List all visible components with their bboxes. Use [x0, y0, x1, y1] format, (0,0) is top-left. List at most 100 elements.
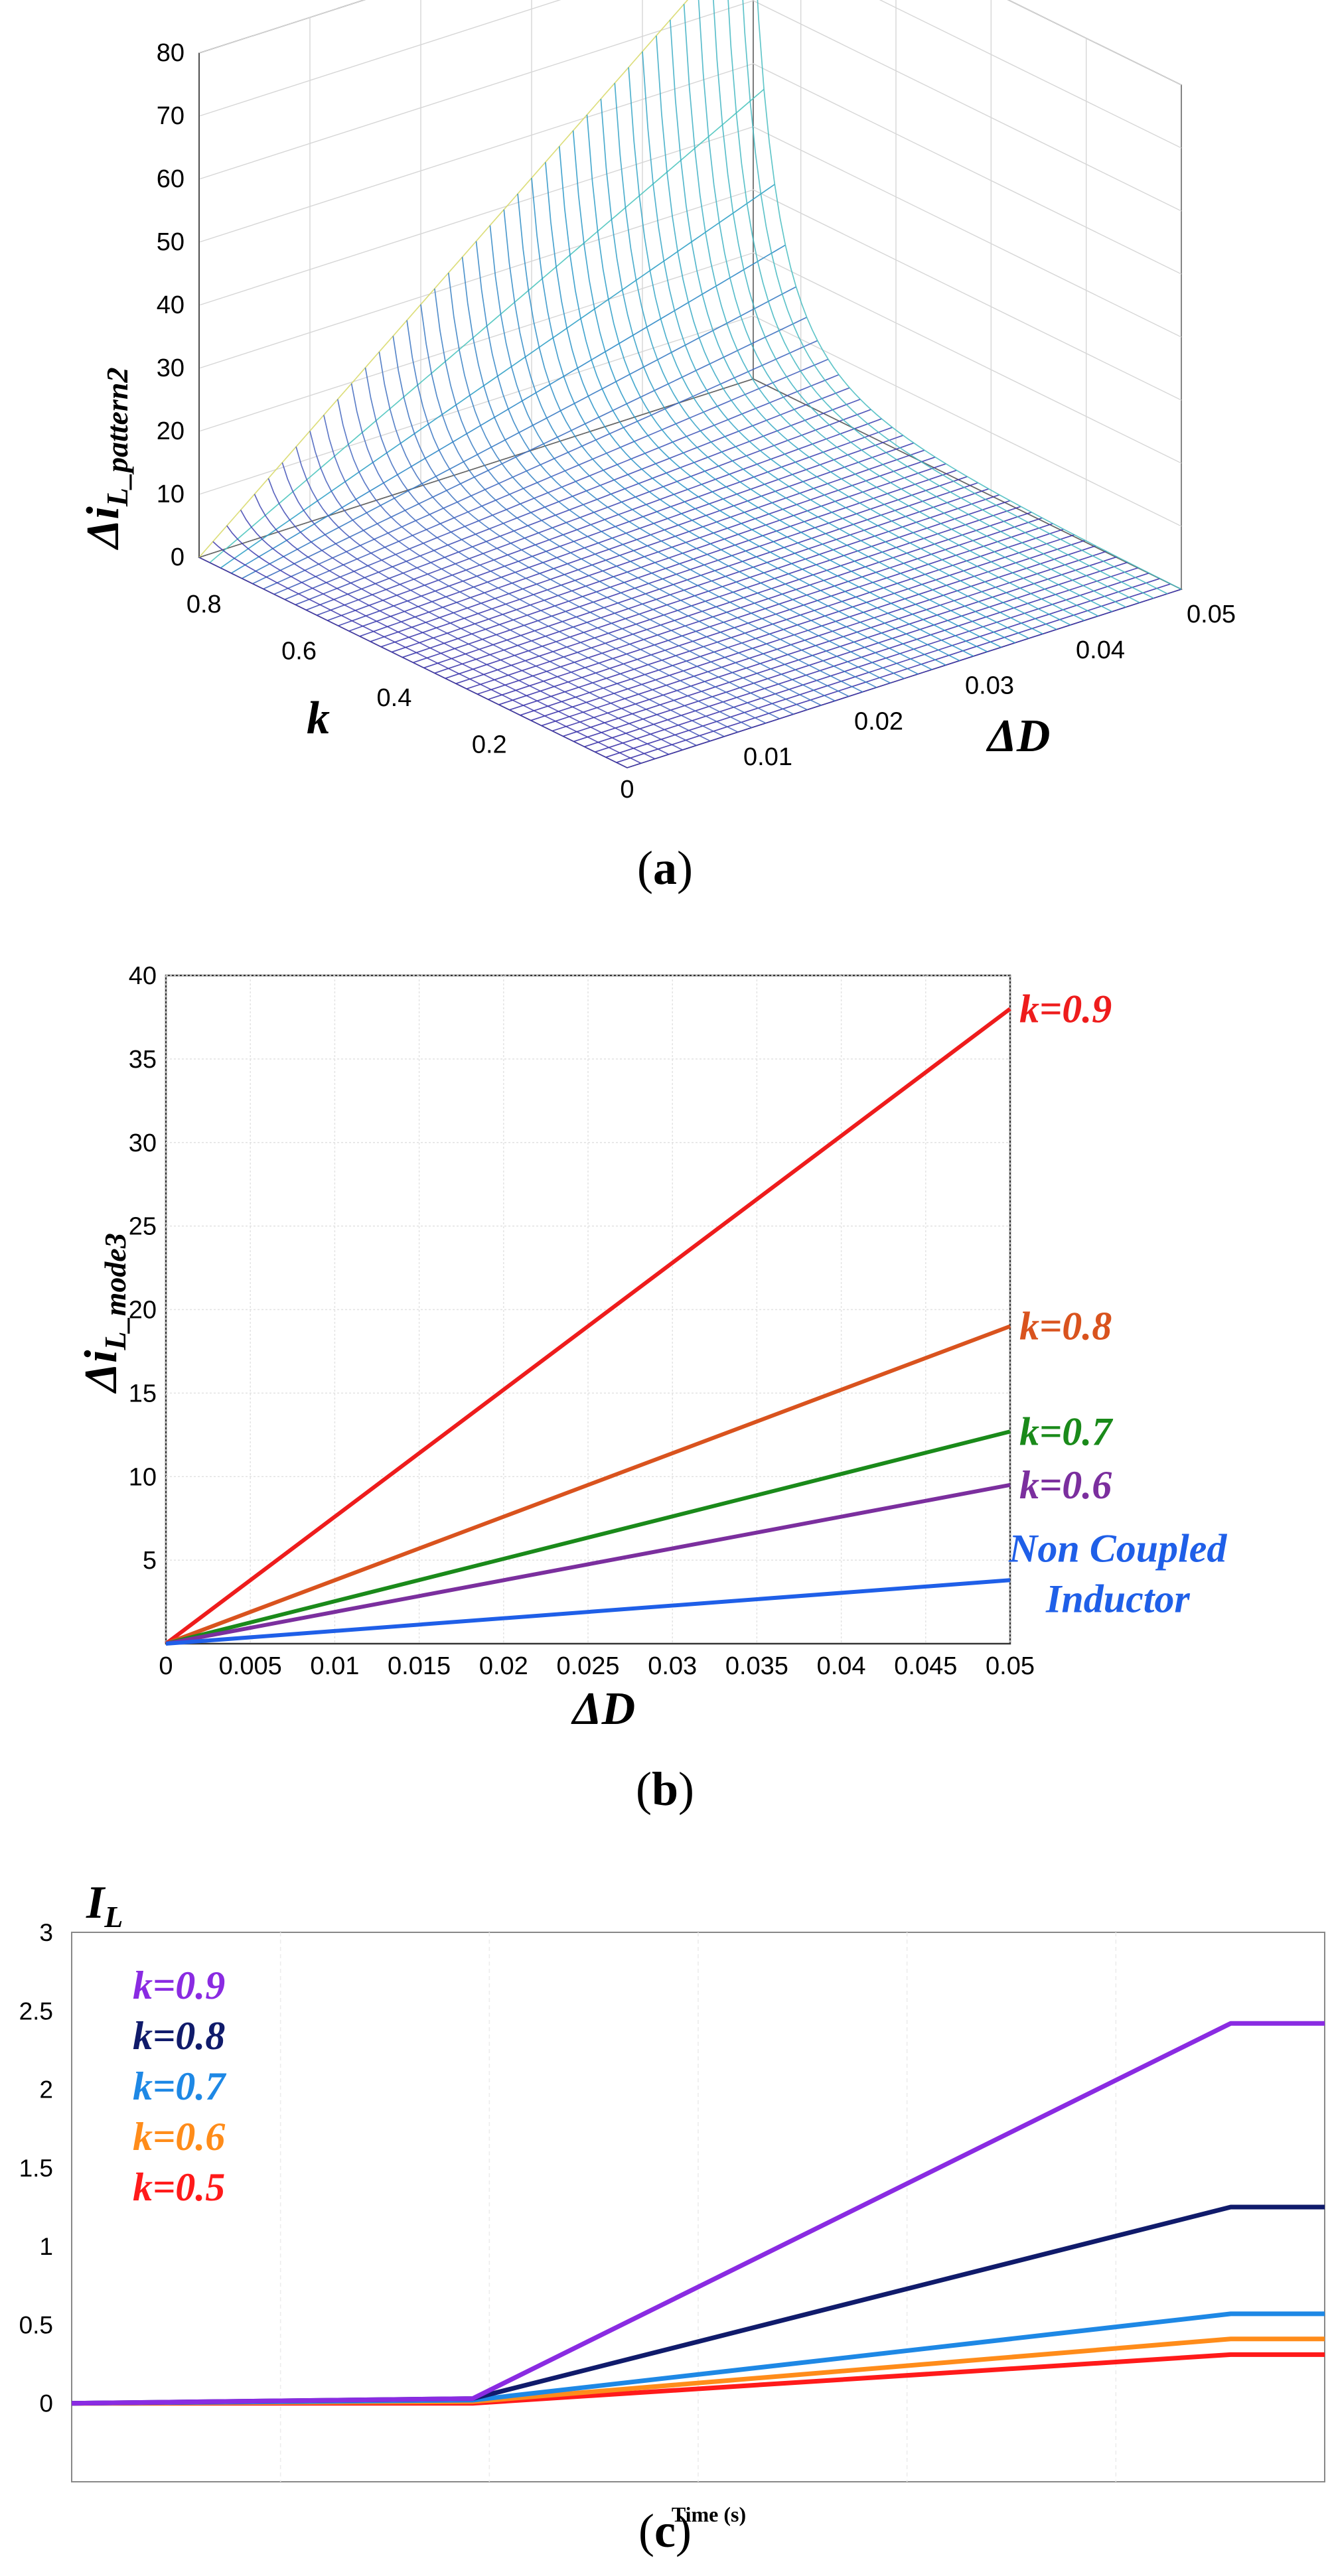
panel-a-mesh-line — [434, 288, 863, 693]
panel-a-mesh-line — [503, 209, 932, 670]
panel-c-y-tick: 1.5 — [19, 2155, 53, 2182]
panel-b-y-tick: 10 — [129, 1463, 157, 1491]
panel-c-series-line — [71, 2021, 1325, 2406]
panel-a-z-tick: 10 — [157, 480, 185, 508]
panel-a-mesh-line — [545, 162, 974, 657]
panel-a-mesh-line — [198, 557, 628, 768]
panel-a-mesh-line — [475, 241, 905, 680]
panel-c-y-tick: 2 — [39, 2076, 53, 2104]
panel-c-y-tick: 1 — [39, 2233, 53, 2260]
panel-c-y-tick: 0 — [39, 2390, 53, 2417]
panel-b-x-tick: 0.05 — [986, 1652, 1035, 1680]
panel-a-mesh-line — [698, 0, 1126, 608]
panel-a-z-gridline — [198, 63, 1182, 275]
panel-a-mesh-line — [683, 4, 1112, 612]
panel-c-legend: k=0.9 k=0.8 k=0.7 k=0.6 k=0.5 — [133, 1964, 226, 2209]
panel-b-series-line — [165, 1482, 1011, 1646]
panel-b-grid — [165, 975, 1011, 1644]
panel-a-k-tick: 0.2 — [472, 731, 507, 759]
panel-b-series-line — [165, 1578, 1011, 1646]
panel-b-x-tick: 0 — [159, 1652, 173, 1680]
panel-a-deltad-tick: 0.04 — [1076, 636, 1125, 664]
panel-a-k-ticks: 0.2 0.4 0.6 0.8 — [186, 591, 507, 758]
panel-b-series-line — [165, 1429, 1011, 1646]
panel-a-z-tick: 50 — [157, 228, 185, 256]
panel-a-z-label: ΔiL_pattern2 — [78, 368, 134, 551]
panel-a-mesh-line — [309, 431, 739, 733]
panel-c-series — [71, 2021, 1325, 2406]
panel-a-mesh-line — [281, 462, 711, 742]
panel-c-ticks: 0 0.5 1 1.5 2 2.5 3 — [19, 1919, 53, 2417]
panel-a-box — [197, 0, 1183, 768]
panel-b-x-tick: 0.045 — [894, 1652, 957, 1680]
panel-b-caption: (b) — [636, 1762, 694, 1816]
panel-b-y-label: ΔiL_mode3 — [76, 1233, 132, 1394]
panel-a-mesh-line — [406, 320, 836, 701]
panel-a-mesh-line — [364, 367, 794, 715]
panel-b-x-tick: 0.015 — [388, 1652, 451, 1680]
panel-b-ticks: 0 0.005 0.01 0.015 0.02 0.025 0.03 0.035 0.04 0.0… — [129, 962, 1035, 1680]
panel-b-y-tick: 25 — [129, 1213, 157, 1241]
panel-a-mesh-line — [392, 336, 822, 706]
panel-a: 0 10 20 30 40 50 60 70 80 0.2 0.4 0.6 0.8 0 0.01 0.02… — [78, 0, 1236, 894]
panel-a-k-tick: 0.8 — [186, 591, 222, 618]
panel-a-mesh-line — [600, 99, 1029, 639]
panel-c-legend-entry: k=0.6 — [133, 2115, 225, 2159]
panel-a-z-tick: 60 — [157, 165, 185, 193]
panel-a-z-gridline — [198, 315, 1182, 527]
panel-c-caption: (c) — [638, 2504, 692, 2557]
panel-a-mesh-line — [420, 304, 850, 697]
panel-a-mesh-line — [628, 67, 1057, 630]
panel-a-z-tick: 30 — [157, 354, 185, 382]
panel-a-k-tick: 0.4 — [377, 684, 412, 712]
panel-a-z-tick: 20 — [157, 417, 185, 445]
panel-a-mesh-line — [267, 478, 697, 747]
panel-b-x-tick: 0.02 — [479, 1652, 528, 1680]
panel-a-mesh-line — [336, 399, 767, 724]
panel-a-mesh-line — [212, 541, 642, 764]
panel-a-z-gridline — [198, 0, 1182, 149]
panel-a-mesh-line — [669, 19, 1099, 617]
panel-b: 0 0.005 0.01 0.015 0.02 0.025 0.03 0.035 0.04 0.0… — [76, 962, 1227, 1816]
panel-b-x-label: ΔD — [571, 1683, 635, 1735]
panel-a-mesh-line — [517, 193, 946, 666]
panel-a-mesh-line — [757, 0, 1182, 590]
panel-b-series-label: k=0.6 — [1019, 1463, 1112, 1507]
panel-a-z-ticks: 0 10 20 30 40 50 60 70 80 — [157, 39, 185, 571]
panel-a-z-gridline — [198, 0, 1182, 86]
panel-c: 00.511.522.53 k=0.9k=0.8k=0.7k=0.6k=0.5 … — [19, 1877, 1325, 2557]
panel-a-mesh-line — [586, 114, 1015, 644]
panel-c-legend-entry: k=0.9 — [133, 1964, 225, 2007]
panel-a-deltad-tick: 0.02 — [854, 707, 903, 735]
panel-b-x-tick: 0.01 — [310, 1652, 359, 1680]
panel-a-z-gridline — [198, 252, 1182, 464]
panel-b-x-tick: 0.04 — [817, 1652, 866, 1680]
panel-a-mesh-line — [323, 415, 753, 729]
panel-a-mesh-line — [614, 83, 1043, 635]
panel-a-z-gridline — [198, 189, 1182, 401]
panel-a-mesh-line — [713, 0, 1140, 603]
panel-a-deltad-tick: 0.01 — [743, 743, 792, 771]
panel-a-mesh-line — [240, 510, 669, 755]
panel-b-y-tick: 40 — [129, 962, 157, 990]
panel-a-z-tick: 70 — [157, 102, 185, 130]
panel-a-surface — [198, 0, 1182, 768]
panel-a-mesh-line — [378, 352, 808, 711]
panel-b-series-line — [165, 1324, 1011, 1646]
panel-b-series-label: Inductor — [1045, 1577, 1190, 1620]
panel-a-deltad-ticks: 0 0.01 0.02 0.03 0.04 0.05 — [620, 601, 1236, 804]
panel-b-series — [165, 1007, 1011, 1646]
panel-c-legend-entry: k=0.7 — [133, 2064, 226, 2108]
panel-c-legend-entry: k=0.5 — [133, 2165, 225, 2209]
panel-a-mesh-line — [447, 272, 877, 688]
panel-a-caption: (a) — [637, 841, 693, 894]
panel-a-mesh-line — [742, 0, 1168, 595]
panel-c-y-tick: 2.5 — [19, 1997, 53, 2025]
panel-b-y-tick: 30 — [129, 1129, 157, 1157]
panel-a-deltad-tick: 0.03 — [965, 672, 1014, 700]
panel-a-mesh-line — [558, 146, 988, 652]
panel-a-z-gridline — [198, 0, 1182, 212]
panel-b-x-tick: 0.03 — [648, 1652, 697, 1680]
panel-c-grid — [279, 1932, 1117, 2482]
